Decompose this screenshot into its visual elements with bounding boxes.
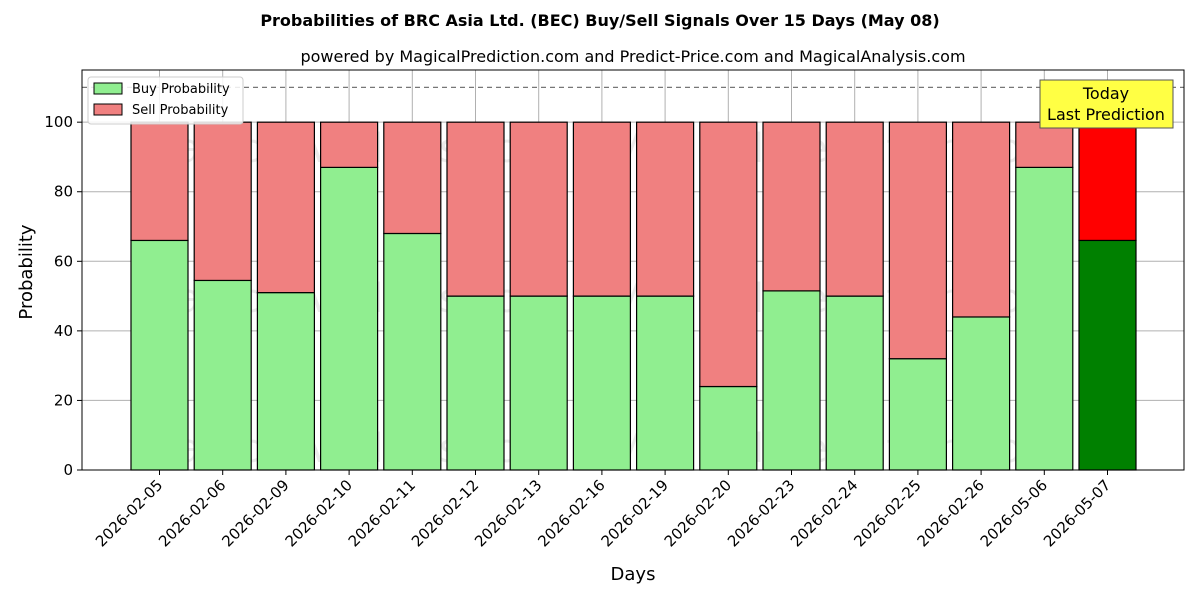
sell-bar bbox=[130, 121, 189, 242]
x-tick-label: 2026-02-10 bbox=[282, 476, 356, 550]
buy-bar bbox=[1078, 239, 1137, 471]
y-tick-label: 100 bbox=[44, 113, 73, 131]
sell-bar bbox=[320, 121, 379, 168]
buy-bar bbox=[635, 295, 695, 471]
legend-swatch bbox=[93, 82, 123, 95]
sell-bar bbox=[383, 121, 442, 235]
buy-bar bbox=[320, 166, 379, 471]
annotation-text: Last Prediction bbox=[1047, 105, 1165, 124]
x-tick-label: 2026-02-19 bbox=[598, 476, 672, 550]
y-tick-label: 20 bbox=[54, 391, 73, 409]
sell-bar bbox=[1078, 121, 1137, 242]
chart-title: Probabilities of BRC Asia Ltd. (BEC) Buy… bbox=[260, 11, 939, 30]
sell-bar bbox=[951, 121, 1011, 318]
x-tick-label: 2026-02-25 bbox=[850, 476, 924, 550]
x-axis-label: Days bbox=[611, 564, 656, 585]
x-tick-label: 2026-02-16 bbox=[534, 476, 608, 550]
sell-bar bbox=[699, 121, 758, 388]
buy-bar bbox=[509, 295, 568, 471]
x-tick-label: 2026-05-06 bbox=[977, 476, 1051, 550]
sell-bar bbox=[635, 121, 695, 297]
buy-bar bbox=[951, 316, 1011, 471]
annotation-box bbox=[1039, 79, 1174, 129]
x-tick-label: 2026-02-26 bbox=[914, 476, 988, 550]
legend-swatch bbox=[93, 103, 123, 116]
x-tick-label: 2026-02-13 bbox=[471, 476, 545, 550]
buy-bar bbox=[762, 290, 821, 471]
x-tick-label: 2026-02-20 bbox=[661, 476, 735, 550]
x-tick-label: 2026-02-23 bbox=[724, 476, 798, 550]
sell-bar bbox=[572, 121, 632, 297]
y-tick-label: 80 bbox=[54, 183, 73, 201]
plot-area: MagicalAnalysis.comMagicalPrediction.com… bbox=[44, 69, 1185, 550]
x-tick-label: 2026-02-09 bbox=[218, 476, 292, 550]
sell-bar bbox=[193, 121, 252, 282]
annotation-text: Today bbox=[1082, 84, 1129, 103]
today-annotation: Today Last Prediction bbox=[1039, 79, 1174, 129]
sell-bar bbox=[762, 121, 821, 292]
x-tick-label: 2026-02-05 bbox=[92, 476, 166, 550]
sell-bar bbox=[446, 121, 505, 297]
y-tick-label: 60 bbox=[54, 252, 73, 270]
sell-bar bbox=[1015, 121, 1074, 168]
sell-bar bbox=[888, 121, 948, 360]
buy-bar bbox=[1015, 166, 1074, 471]
buy-bar bbox=[825, 295, 884, 471]
y-axis-label: Probability bbox=[16, 224, 37, 319]
buy-bar bbox=[699, 385, 758, 471]
buy-bar bbox=[193, 279, 252, 471]
x-tick-label: 2026-05-07 bbox=[1040, 476, 1114, 550]
chart-subtitle: powered by MagicalPrediction.com and Pre… bbox=[300, 47, 965, 66]
legend: Buy Probability Sell Probability bbox=[87, 76, 244, 125]
x-tick-label: 2026-02-24 bbox=[787, 476, 861, 550]
buy-bar bbox=[256, 292, 315, 471]
x-tick-label: 2026-02-11 bbox=[345, 476, 419, 550]
buy-bar bbox=[446, 295, 505, 471]
plot-frame bbox=[81, 69, 1185, 471]
legend-box bbox=[87, 76, 244, 125]
buy-bar bbox=[383, 232, 442, 471]
legend-label: Sell Probability bbox=[132, 103, 229, 118]
buy-bar bbox=[130, 239, 189, 471]
buy-bar bbox=[572, 295, 632, 471]
y-tick-label: 40 bbox=[54, 322, 73, 340]
buy-bar bbox=[888, 358, 948, 471]
sell-bar bbox=[256, 121, 315, 294]
x-tick-label: 2026-02-12 bbox=[408, 476, 482, 550]
legend-label: Buy Probability bbox=[132, 82, 230, 97]
y-tick-label: 0 bbox=[63, 461, 73, 479]
x-tick-label: 2026-02-06 bbox=[155, 476, 229, 550]
sell-bar bbox=[509, 121, 568, 297]
sell-bar bbox=[825, 121, 884, 297]
